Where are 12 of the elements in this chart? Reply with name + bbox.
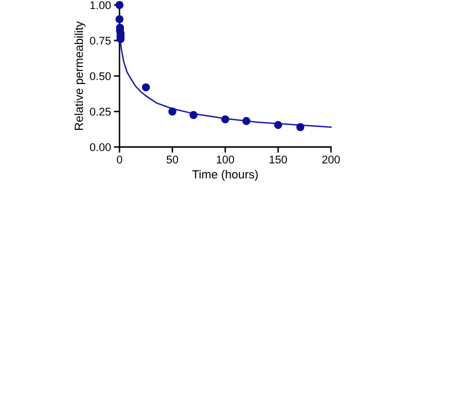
x-tick-label: 0 xyxy=(116,156,122,164)
y-tick-label: 0.25 xyxy=(90,108,111,116)
y-tick-label: 0.50 xyxy=(90,72,111,80)
x-axis-title: Time (hours) xyxy=(192,170,258,181)
x-tick-label: 150 xyxy=(270,156,287,164)
y-tick-label: 0.00 xyxy=(90,143,111,152)
y-axis-title: Relative permeability xyxy=(74,21,86,130)
x-tick-label: 200 xyxy=(322,156,340,164)
y-tick-label: 0.75 xyxy=(90,36,111,45)
x-tick-label: 50 xyxy=(166,156,178,164)
x-tick-label: 100 xyxy=(216,156,234,164)
y-tick-label: 1.00 xyxy=(90,1,111,10)
